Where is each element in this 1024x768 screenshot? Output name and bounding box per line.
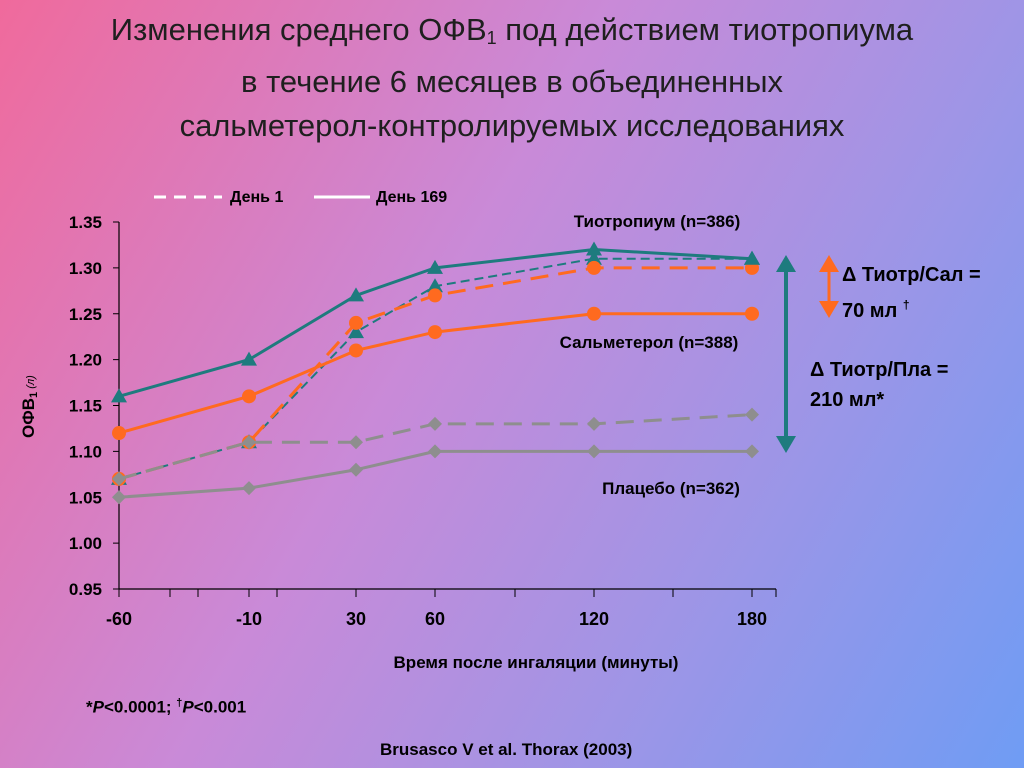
title-line-3: сальметерол-контролируемых исследованиях: [179, 108, 845, 143]
series-label-salmeterol: Сальметерол (n=388): [560, 333, 739, 352]
data-point-placebo-solid: [428, 444, 442, 459]
data-point-tiotropium-solid: [348, 287, 364, 302]
data-point-tiotropium-solid: [427, 259, 443, 274]
data-point-salmeterol-solid: [242, 389, 256, 404]
data-point-salmeterol-solid: [587, 306, 601, 321]
delta-tio-pla-arrow-head-down: [776, 436, 796, 453]
footnote-value-2: <0.001: [193, 697, 247, 717]
data-point-salmeterol-solid: [112, 426, 126, 441]
footnote-p2: P: [182, 697, 194, 717]
delta-tio-pla-arrow-head-up: [776, 255, 796, 272]
series-label-tiotropium: Тиотропиум (n=386): [574, 212, 741, 231]
data-point-salmeterol-solid: [349, 343, 363, 358]
series-label-placebo: Плацебо (n=362): [602, 479, 740, 498]
y-axis-label-unit: (л): [25, 375, 37, 392]
y-tick-label: 0.95: [69, 580, 102, 599]
title-line-1-text: Изменения среднего ОФВ: [110, 12, 487, 47]
data-point-tiotropium-solid: [744, 250, 760, 265]
y-tick-label: 1.00: [69, 534, 102, 553]
x-tick-label: -60: [106, 609, 132, 629]
data-point-tiotropium-dashed: [348, 324, 364, 339]
delta-tio-pla-annotation: Δ Тиотр/Пла = 210 мл*: [810, 355, 948, 415]
x-tick-label: 60: [425, 609, 445, 629]
data-point-tiotropium-solid: [111, 388, 127, 403]
delta-tio-sal-line1: Δ Тиотр/Сал =: [842, 264, 981, 286]
x-axis-label: Время после ингаляции (минуты): [394, 653, 679, 672]
data-point-salmeterol-dashed: [587, 260, 601, 275]
data-point-placebo-dashed: [349, 435, 363, 450]
y-tick-label: 1.25: [69, 305, 102, 324]
y-tick-label: 1.15: [69, 397, 102, 416]
legend-day1-label: День 1: [230, 189, 283, 206]
y-tick-label: 1.05: [69, 488, 102, 507]
series-line-tiotropium-solid: [118, 248, 753, 398]
delta-tio-pla-line2: 210 мл*: [810, 389, 885, 411]
title-line-1: Изменения среднего ОФВ1 под действием ти…: [0, 8, 1024, 60]
data-point-tiotropium-dashed: [586, 250, 602, 265]
dagger-mark: †: [902, 298, 910, 312]
series-line-salmeterol-solid: [118, 312, 752, 435]
legend-day169-label: День 169: [376, 189, 447, 206]
delta-tio-sal-arrow-head-up: [819, 255, 839, 272]
footnote-dagger: †: [176, 697, 183, 709]
data-point-placebo-dashed: [745, 407, 759, 422]
delta-tio-sal-annotation: Δ Тиотр/Сал = 70 мл †: [842, 260, 981, 326]
p-value-footnote: *P<0.0001; †P<0.001: [86, 697, 246, 718]
data-point-tiotropium-solid: [586, 241, 602, 256]
delta-tio-pla-line1: Δ Тиотр/Пла =: [810, 359, 949, 381]
delta-tio-sal-arrow-head-down: [819, 301, 839, 318]
series-line-placebo-dashed: [118, 413, 753, 481]
footnote-star: *: [86, 697, 93, 717]
x-tick-label: 120: [579, 609, 609, 629]
data-point-placebo-dashed: [112, 471, 126, 486]
title-line-1-rest: под действием тиотропиума: [496, 12, 914, 47]
citation: Brusasco V et al. Thorax (2003): [380, 740, 633, 759]
data-point-tiotropium-dashed: [427, 278, 443, 293]
footnote-value-1: <0.0001;: [103, 697, 177, 717]
x-tick-label: -10: [236, 609, 262, 629]
data-point-salmeterol-solid: [428, 325, 442, 340]
y-tick-label: 1.35: [69, 213, 102, 232]
y-axis-label-main: ОФВ: [19, 397, 38, 438]
slide-title: Изменения среднего ОФВ1 под действием ти…: [0, 8, 1024, 148]
y-tick-label: 1.10: [69, 442, 102, 461]
data-point-salmeterol-dashed: [428, 288, 442, 303]
data-point-placebo-solid: [745, 444, 759, 459]
title-line-2: в течение 6 месяцев в объединенных: [240, 64, 783, 99]
data-point-placebo-dashed: [587, 416, 601, 431]
title-subscript: 1: [486, 28, 497, 48]
data-point-placebo-dashed: [428, 416, 442, 431]
y-tick-label: 1.30: [69, 259, 102, 278]
data-point-placebo-dashed: [242, 435, 256, 450]
data-point-salmeterol-dashed: [349, 315, 363, 330]
y-axis-label-sub: 1: [28, 391, 40, 398]
series-line-placebo-solid: [118, 449, 752, 499]
data-point-tiotropium-solid: [241, 351, 257, 366]
x-tick-label: 180: [737, 609, 767, 629]
data-point-placebo-solid: [349, 462, 363, 477]
data-point-placebo-solid: [112, 490, 126, 505]
x-tick-label: 30: [346, 609, 366, 629]
y-tick-label: 1.20: [69, 351, 102, 370]
delta-tio-sal-line2: 70 мл: [842, 300, 898, 322]
footnote-p1: P: [92, 697, 104, 717]
data-point-salmeterol-solid: [745, 306, 759, 321]
data-point-placebo-solid: [587, 444, 601, 459]
data-point-placebo-solid: [242, 481, 256, 496]
